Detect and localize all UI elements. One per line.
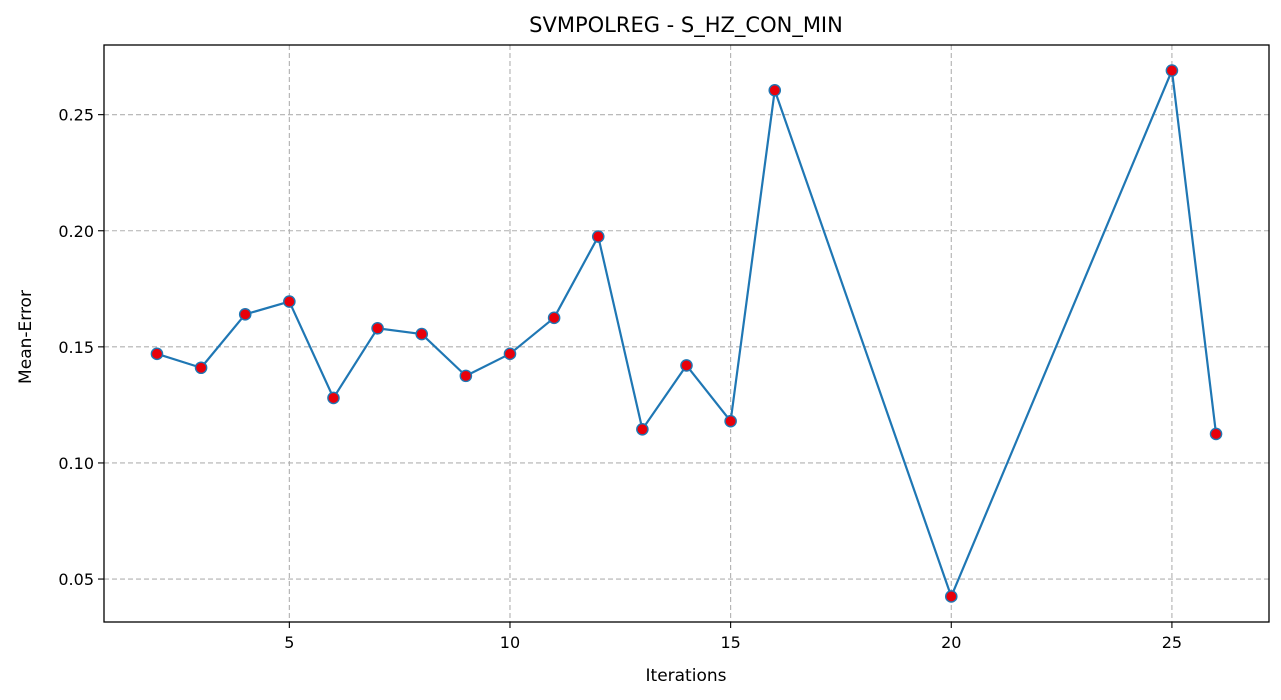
data-point xyxy=(1165,64,1179,77)
y-tick-label: 0.15 xyxy=(58,338,94,357)
y-tick-label: 0.10 xyxy=(58,454,94,473)
data-point xyxy=(283,295,296,308)
data-point xyxy=(459,369,473,383)
data-point xyxy=(680,359,693,372)
data-series xyxy=(150,64,1223,603)
data-point xyxy=(415,327,429,341)
y-tick-label: 0.05 xyxy=(58,570,94,589)
data-point xyxy=(768,83,782,97)
data-point xyxy=(944,590,958,603)
data-point xyxy=(150,347,164,361)
grid-lines xyxy=(104,45,1269,622)
x-tick-label: 5 xyxy=(284,633,294,652)
x-axis-label: Iterations xyxy=(646,666,727,686)
y-axis-label: Mean-Error xyxy=(16,290,36,384)
axis-ticks: 5 10 15 20 25 0.05 0.10 0.15 0.20 0.25 xyxy=(58,106,1182,652)
x-tick-label: 10 xyxy=(500,633,520,652)
data-point xyxy=(503,347,517,361)
data-point xyxy=(327,391,340,405)
x-tick-label: 25 xyxy=(1162,633,1182,652)
data-point xyxy=(636,422,649,436)
data-point xyxy=(1209,427,1223,441)
plot-area xyxy=(103,44,1270,623)
data-point xyxy=(238,308,252,321)
data-point xyxy=(194,361,208,375)
series-line xyxy=(156,69,1218,598)
y-tick-label: 0.25 xyxy=(58,106,94,125)
x-tick-label: 20 xyxy=(941,633,961,652)
data-point xyxy=(547,311,561,325)
chart-title: SVMPOLREG - S_HZ_CON_MIN xyxy=(529,13,843,38)
y-tick-label: 0.20 xyxy=(58,222,94,241)
x-tick-label: 15 xyxy=(720,633,740,652)
data-point xyxy=(724,414,737,428)
data-point xyxy=(371,321,384,335)
data-point xyxy=(591,230,605,243)
